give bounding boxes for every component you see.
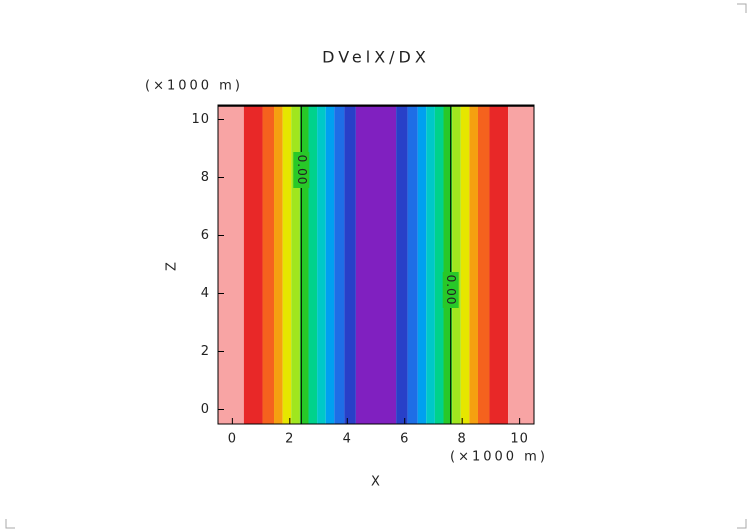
color-band [443, 105, 453, 424]
color-band [218, 105, 244, 424]
x-tick-label: 10 [510, 432, 529, 447]
color-band [291, 105, 300, 424]
x-tick-label: 4 [343, 432, 352, 447]
color-band [344, 105, 356, 424]
color-band [396, 105, 408, 424]
color-band [452, 105, 461, 424]
color-band [282, 105, 292, 424]
y-unit: (×1000 m) [145, 79, 243, 94]
y-tick-label: 0 [201, 402, 210, 417]
contour-label-bg [442, 272, 459, 308]
y-tick-label: 2 [201, 344, 210, 359]
color-band [317, 105, 326, 424]
plot-frame [217, 104, 535, 425]
color-band [262, 105, 275, 424]
x-unit: (×1000 m) [450, 450, 548, 465]
color-band [407, 105, 418, 424]
color-band [477, 105, 490, 424]
y-tick-label: 8 [201, 170, 210, 185]
color-band [469, 105, 478, 424]
color-band [274, 105, 283, 424]
color-band [434, 105, 444, 424]
x-tick-label: 2 [285, 432, 294, 447]
x-tick-label: 6 [400, 432, 409, 447]
color-band [460, 105, 470, 424]
color-band [508, 105, 534, 424]
chart-title: DVelX/DX [322, 48, 430, 67]
x-axis-label: X [371, 475, 381, 490]
y-axis-label: Z [165, 261, 180, 271]
color-band [299, 105, 309, 424]
contour-label: 0.00 [295, 155, 309, 186]
color-band [426, 105, 435, 424]
color-band [308, 105, 318, 424]
color-band [489, 105, 509, 424]
contour-label: 0.00 [444, 275, 458, 306]
color-band [325, 105, 335, 424]
y-tick-label: 10 [191, 112, 210, 127]
x-tick-label: 8 [458, 432, 467, 447]
x-tick-label: 0 [228, 432, 237, 447]
color-band [417, 105, 427, 424]
color-band [243, 105, 263, 424]
contour-label-bg [293, 152, 310, 188]
color-band [334, 105, 345, 424]
y-tick-label: 4 [201, 286, 210, 301]
color-band [355, 105, 397, 424]
y-tick-label: 6 [201, 228, 210, 243]
page-corners [5, 3, 747, 529]
